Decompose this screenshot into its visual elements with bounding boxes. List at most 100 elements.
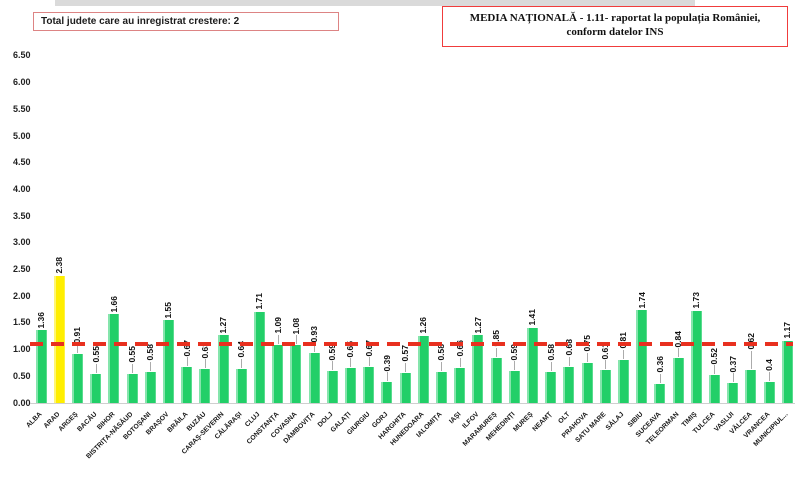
y-axis-tick-label: 0.00 bbox=[13, 397, 31, 408]
label-leader-line bbox=[95, 363, 97, 373]
bar bbox=[545, 372, 557, 403]
label-leader-line bbox=[277, 334, 279, 344]
bar-value-label: 0.59 bbox=[327, 343, 338, 361]
bar-value-label: 1.71 bbox=[254, 293, 265, 310]
bar-value-label: 0.37 bbox=[727, 355, 738, 373]
bar bbox=[763, 381, 775, 403]
label-leader-line bbox=[623, 349, 625, 359]
y-axis-tick-label: 4.50 bbox=[13, 157, 31, 168]
y-axis-tick-label: 1.00 bbox=[13, 344, 31, 355]
bar-value-label: 0.55 bbox=[127, 346, 137, 363]
bar bbox=[272, 344, 284, 403]
bar bbox=[599, 370, 611, 403]
y-axis-tick-label: 6.50 bbox=[13, 50, 31, 61]
label-leader-line bbox=[241, 358, 243, 368]
bar-value-label: 1.66 bbox=[108, 295, 119, 313]
total-counties-text: Total judete care au inregistrat crester… bbox=[41, 16, 240, 27]
bar bbox=[617, 359, 629, 403]
bar bbox=[654, 383, 666, 403]
y-axis-tick-label: 6.00 bbox=[13, 77, 31, 88]
bar bbox=[235, 368, 247, 403]
label-leader-line bbox=[314, 343, 315, 353]
label-leader-line bbox=[678, 348, 679, 358]
bar-value-label: 1.55 bbox=[163, 301, 174, 319]
label-leader-line bbox=[714, 365, 716, 375]
label-leader-line bbox=[350, 358, 352, 368]
bar bbox=[199, 369, 211, 403]
bar bbox=[144, 372, 156, 403]
bar bbox=[181, 367, 193, 403]
bar bbox=[745, 369, 757, 403]
bar bbox=[672, 358, 684, 403]
bar bbox=[526, 327, 538, 403]
y-axis-tick-label: 1.50 bbox=[13, 317, 31, 328]
label-leader-line bbox=[550, 362, 552, 372]
top-strip bbox=[55, 0, 695, 6]
bar-value-label: 1.08 bbox=[290, 317, 301, 335]
bar bbox=[35, 330, 47, 403]
label-leader-line bbox=[732, 373, 734, 383]
bar-value-label: 1.27 bbox=[472, 316, 483, 334]
bar-value-label: 0.81 bbox=[618, 332, 629, 349]
bar-value-label: 1.26 bbox=[418, 317, 429, 334]
bar-value-label: 0.58 bbox=[545, 344, 556, 362]
bar bbox=[727, 383, 739, 403]
national-average-box: MEDIA NAȚIONALĂ - 1.11- raportat la popu… bbox=[442, 6, 788, 47]
bar-value-label: 1.74 bbox=[636, 291, 647, 309]
label-leader-line bbox=[441, 362, 443, 372]
bar bbox=[126, 373, 138, 403]
bar-value-label: 0.57 bbox=[400, 345, 410, 362]
label-leader-line bbox=[295, 335, 297, 345]
label-leader-line bbox=[386, 372, 388, 382]
label-leader-line bbox=[514, 361, 516, 371]
bar-value-label: 0.58 bbox=[145, 344, 156, 362]
label-leader-line bbox=[405, 362, 406, 372]
bar-value-label: 0.59 bbox=[509, 343, 520, 361]
bar bbox=[454, 367, 466, 403]
bar-value-label: 0.93 bbox=[309, 325, 319, 343]
bar-value-label: 2.38 bbox=[54, 257, 65, 274]
label-leader-line bbox=[204, 359, 206, 369]
total-counties-box: Total judete care au inregistrat crester… bbox=[33, 12, 339, 31]
bar-value-label: 0.36 bbox=[654, 356, 665, 373]
label-leader-line bbox=[496, 347, 497, 357]
bar bbox=[472, 335, 484, 403]
label-leader-line bbox=[150, 362, 152, 372]
bar-value-label: 1.36 bbox=[36, 311, 46, 329]
bar-value-label: 0.4 bbox=[764, 358, 774, 371]
bar bbox=[581, 362, 593, 403]
label-leader-line bbox=[186, 357, 188, 367]
bar bbox=[399, 372, 411, 403]
national-average-line1: MEDIA NAȚIONALĂ - 1.11- raportat la popu… bbox=[469, 12, 761, 24]
bar bbox=[417, 335, 429, 403]
bar-value-label: 0.52 bbox=[709, 347, 720, 365]
bar-value-label: 1.73 bbox=[691, 292, 702, 309]
bar bbox=[290, 345, 302, 403]
label-leader-line bbox=[750, 350, 752, 369]
y-axis-tick-label: 0.50 bbox=[13, 370, 31, 381]
bar bbox=[90, 373, 102, 403]
bar-value-label: 1.41 bbox=[527, 309, 538, 326]
label-leader-line bbox=[769, 371, 770, 381]
bar bbox=[108, 314, 120, 403]
bar bbox=[636, 310, 648, 403]
label-leader-line bbox=[132, 363, 133, 373]
bar bbox=[53, 275, 65, 403]
bar bbox=[217, 335, 229, 403]
bar bbox=[71, 354, 83, 403]
y-axis-tick-label: 3.50 bbox=[13, 210, 31, 221]
x-axis-line bbox=[30, 403, 795, 404]
bar bbox=[381, 382, 393, 403]
bar-value-label: 0.55 bbox=[90, 346, 101, 363]
bar bbox=[363, 367, 375, 403]
bar bbox=[781, 340, 793, 403]
bar-value-label: 1.09 bbox=[272, 317, 283, 334]
bar-chart: 6.50 6.00 5.50 5.00 4.50 4.00 3.50 3.00 2.50 2.00… bbox=[13, 50, 795, 460]
bar bbox=[326, 371, 338, 403]
y-axis-tick-label: 5.00 bbox=[13, 130, 31, 141]
bar-value-label: 0.58 bbox=[436, 344, 447, 362]
bar bbox=[708, 375, 720, 403]
y-axis-tick-label: 4.00 bbox=[13, 183, 31, 194]
bar-value-label: 1.27 bbox=[218, 316, 228, 334]
y-axis-tick-label: 2.50 bbox=[13, 264, 31, 274]
